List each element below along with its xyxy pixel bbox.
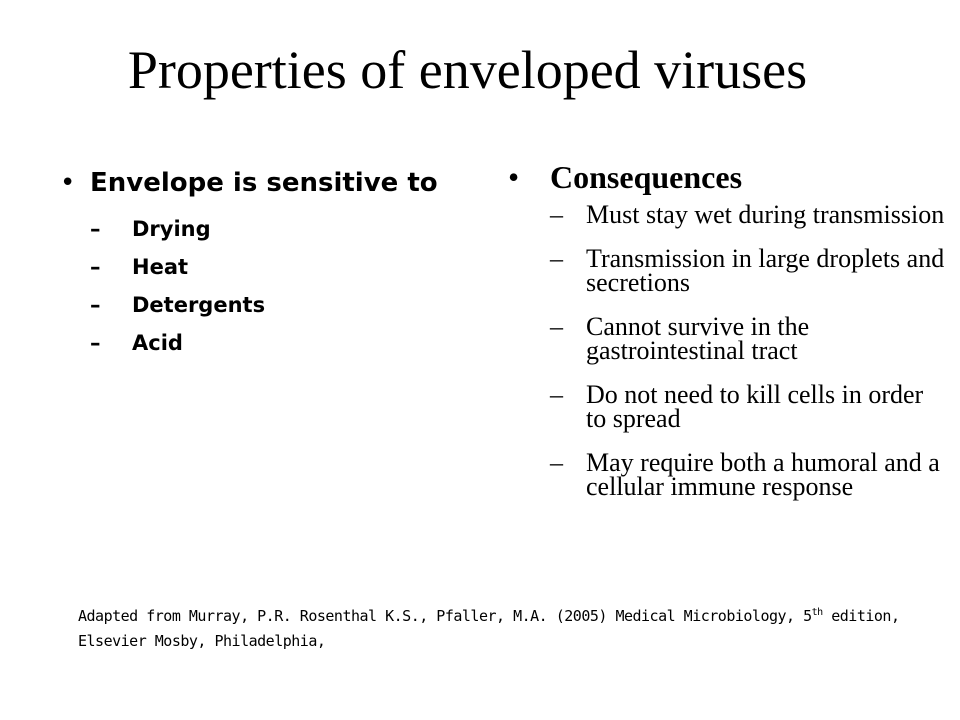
right-sublist-label: Do not need to kill cells in order to sp…: [586, 380, 924, 433]
right-heading: Consequences: [550, 159, 743, 195]
bullet-icon: •: [60, 168, 76, 198]
dash-icon: –: [90, 255, 101, 279]
dash-icon: –: [550, 448, 563, 477]
left-sublist-item: – Detergents: [90, 286, 460, 324]
left-column: • Envelope is sensitive to – Drying – Heat…: [60, 166, 460, 362]
dash-icon: –: [550, 380, 563, 409]
right-sublist-item: – May require both a humoral and a cellul…: [550, 448, 948, 501]
right-sublist-item: – Transmission in large droplets and secr…: [550, 244, 948, 297]
left-sublist-label: Acid: [132, 331, 183, 355]
bullet-icon: •: [508, 159, 520, 195]
right-sublist-item: – Do not need to kill cells in order to s…: [550, 380, 948, 433]
right-sublist-item: – Cannot survive in the gastrointestinal …: [550, 312, 948, 365]
right-sublist-label: May require both a humoral and a cellula…: [586, 448, 940, 501]
dash-icon: –: [550, 244, 563, 273]
dash-icon: –: [550, 200, 563, 229]
left-sublist-item: – Acid: [90, 324, 460, 362]
right-sublist-label: Must stay wet during transmission: [586, 200, 945, 229]
dash-icon: –: [550, 312, 563, 341]
right-column: • Consequences – Must stay wet during tra…: [508, 157, 948, 519]
slide-title: Properties of enveloped viruses: [127, 40, 808, 100]
citation: Adapted from Murray, P.R. Rosenthal K.S.…: [78, 604, 938, 654]
dash-icon: –: [90, 293, 101, 317]
citation-superscript: th: [811, 607, 824, 618]
citation-text-end: edition, Elsevier Mosby, Philadelphia,: [78, 607, 900, 650]
left-heading: Envelope is sensitive to: [90, 168, 438, 198]
left-sublist: – Drying – Heat – Detergents – Acid: [90, 210, 460, 362]
right-sublist: – Must stay wet during transmission – Tran…: [550, 200, 948, 501]
citation-text: Adapted from Murray, P.R. Rosenthal K.S.…: [78, 607, 812, 625]
dash-icon: –: [90, 331, 101, 355]
left-sublist-label: Detergents: [132, 293, 266, 317]
right-sublist-label: Transmission in large droplets and secre…: [586, 244, 945, 297]
left-sublist-label: Heat: [132, 255, 189, 279]
right-sublist-label: Cannot survive in the gastrointestinal t…: [586, 312, 810, 365]
left-sublist-item: – Drying: [90, 210, 460, 248]
left-bullet-item: • Envelope is sensitive to – Drying – Heat…: [60, 166, 460, 362]
dash-icon: –: [90, 217, 101, 241]
right-bullet-item: • Consequences – Must stay wet during tra…: [508, 157, 948, 501]
left-sublist-item: – Heat: [90, 248, 460, 286]
right-sublist-item: – Must stay wet during transmission: [550, 200, 948, 229]
left-sublist-label: Drying: [132, 217, 211, 241]
